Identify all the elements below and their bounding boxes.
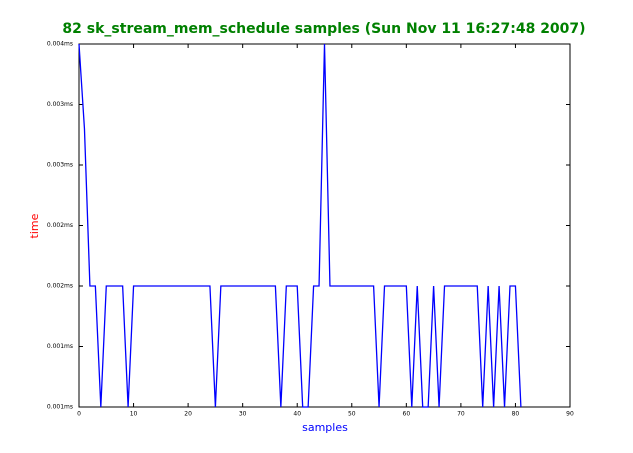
y-tick-label: 0.004ms	[47, 41, 73, 48]
y-tick-label: 0.001ms	[47, 343, 73, 350]
y-tick-label: 0.002ms	[47, 222, 73, 229]
chart-title: 82 sk_stream_mem_schedule samples (Sun N…	[62, 21, 585, 37]
data-line	[78, 43, 522, 408]
x-tick-label: 30	[239, 411, 247, 418]
y-tick-label: 0.001ms	[47, 404, 73, 411]
y-tick-label: 0.003ms	[47, 162, 73, 169]
x-tick-label: 70	[457, 411, 465, 418]
x-tick-label: 20	[184, 411, 192, 418]
x-tick-label: 80	[512, 411, 520, 418]
x-tick-label: 0	[77, 411, 81, 418]
y-tick-label: 0.003ms	[47, 101, 73, 108]
y-tick-label: 0.002ms	[47, 283, 73, 290]
x-tick-label: 10	[130, 411, 138, 418]
y-axis-label: time	[28, 213, 41, 238]
x-tick-label: 90	[566, 411, 574, 418]
x-tick-label: 40	[293, 411, 301, 418]
x-tick-label: 50	[348, 411, 356, 418]
x-axis-label: samples	[302, 421, 348, 434]
x-tick-label: 60	[403, 411, 411, 418]
